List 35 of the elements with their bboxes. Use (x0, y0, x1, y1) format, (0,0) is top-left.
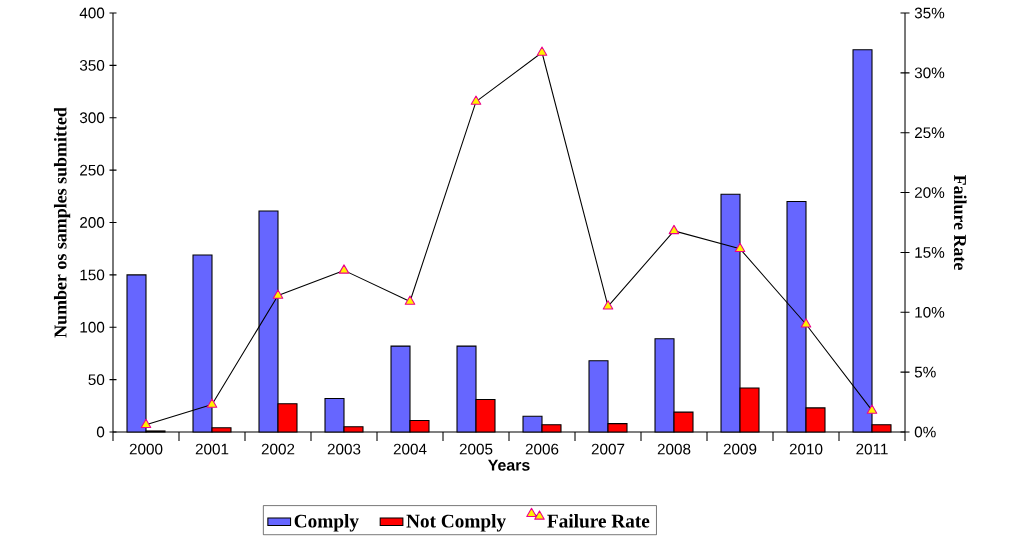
legend-label: Failure Rate (547, 514, 650, 528)
y-tick-label: 150 (80, 269, 105, 281)
x-axis-title: Years (488, 459, 530, 471)
y2-tick-label: 0% (914, 426, 936, 438)
y2-tick-label: 20% (914, 187, 945, 198)
y-tick-label: 0 (96, 426, 105, 438)
x-tick-label: 2007 (591, 443, 625, 455)
x-tick-label: 2005 (459, 443, 493, 455)
y-tick-label: 250 (80, 164, 105, 176)
x-tick-label: 2006 (525, 443, 559, 455)
x-tick-label: 2004 (393, 443, 427, 455)
x-tick-label: 2011 (856, 443, 888, 455)
y-tick-label: 200 (80, 217, 105, 228)
x-tick-label: 2010 (789, 443, 823, 455)
y2-tick-label: 30% (914, 67, 945, 79)
y-tick-label: 400 (79, 7, 105, 19)
x-tick-label: 2002 (261, 443, 295, 455)
y2-tick-label: 35% (914, 7, 945, 19)
x-tick-label: 2001 (195, 443, 229, 455)
y-tick-label: 300 (79, 112, 105, 124)
y-tick-label: 350 (79, 59, 105, 71)
x-tick-label: 2009 (723, 443, 757, 455)
y2-tick-label: 25% (914, 127, 945, 139)
legend-label: Not Comply (406, 514, 506, 532)
y2-tick-label: 5% (914, 366, 936, 378)
y-tick-label: 100 (80, 321, 105, 333)
x-tick-label: 2000 (129, 443, 163, 455)
x-tick-label: 2003 (327, 443, 361, 455)
y2-axis-title: Failure Rate (953, 174, 967, 270)
legend-label: Comply (294, 514, 359, 532)
y2-tick-label: 15% (915, 247, 945, 258)
y-axis-title: Number os samples submitted (53, 107, 71, 338)
y-tick-label: 50 (88, 374, 105, 386)
y2-tick-label: 10% (915, 306, 945, 318)
x-tick-label: 2008 (657, 443, 691, 455)
